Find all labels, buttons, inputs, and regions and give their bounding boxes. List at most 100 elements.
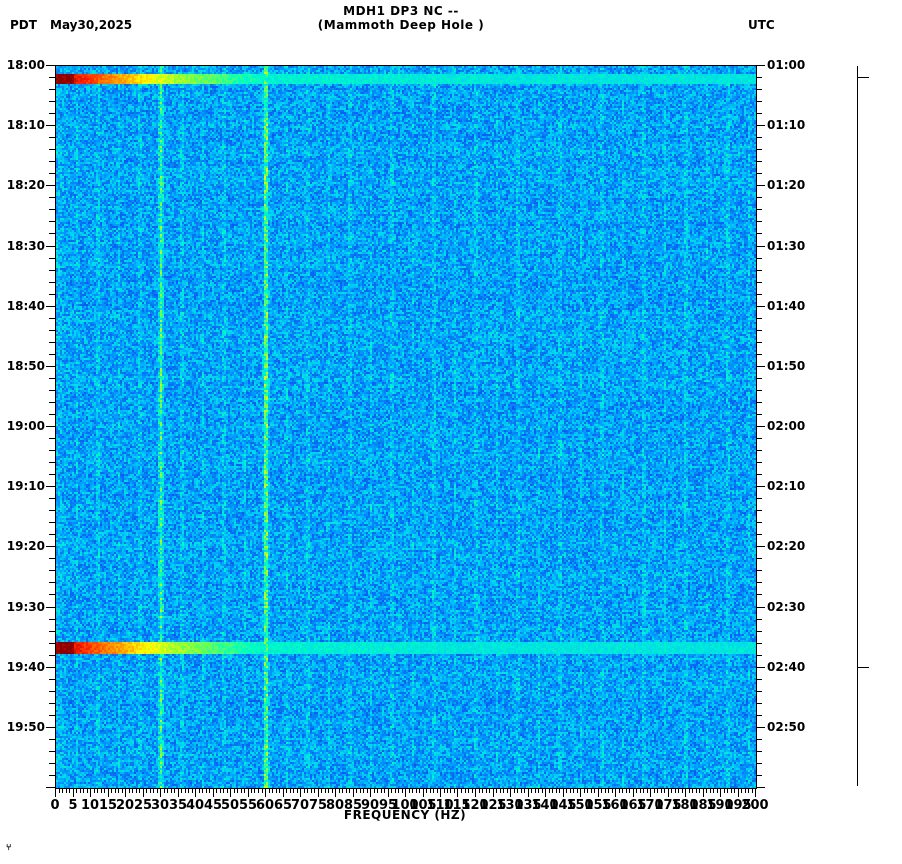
frequency-axis-tick xyxy=(248,788,249,797)
frequency-axis-tick xyxy=(360,788,361,793)
frequency-axis-tick xyxy=(353,788,354,797)
right-axis-tick xyxy=(756,258,762,259)
frequency-axis-tick-label: 5 xyxy=(68,798,78,813)
left-axis-tick xyxy=(49,149,55,150)
frequency-axis-tick-label: 75 xyxy=(308,798,328,813)
right-axis-tick xyxy=(756,149,762,150)
left-axis-tick xyxy=(49,570,55,571)
frequency-axis-tick xyxy=(706,788,707,793)
frequency-axis-tick xyxy=(615,788,616,797)
right-axis-tick xyxy=(756,763,762,764)
frequency-axis-tick xyxy=(237,788,238,793)
event-marker-scale xyxy=(857,66,858,786)
frequency-axis-tick xyxy=(122,788,123,793)
frequency-axis-tick xyxy=(552,788,553,793)
left-axis-tick xyxy=(49,498,55,499)
frequency-axis-tick xyxy=(664,788,665,793)
right-axis-tick xyxy=(756,450,762,451)
corner-glyph-icon: ⑂ xyxy=(6,843,12,853)
left-axis-tick xyxy=(49,582,55,583)
frequency-axis-tick xyxy=(682,788,683,793)
frequency-axis-tick xyxy=(174,788,175,793)
frequency-axis-tick-label: 165 xyxy=(619,798,647,813)
frequency-axis-tick xyxy=(433,788,434,793)
right-axis-tick xyxy=(756,390,762,391)
frequency-axis-tick xyxy=(430,788,431,793)
left-axis-tick xyxy=(49,161,55,162)
left-axis-tick xyxy=(49,558,55,559)
frequency-axis-tick xyxy=(731,788,732,793)
frequency-axis-tick xyxy=(559,788,560,793)
frequency-axis-tick-label: 110 xyxy=(426,798,454,813)
frequency-axis-tick xyxy=(524,788,525,793)
frequency-axis-tick xyxy=(514,788,515,793)
frequency-axis-tick xyxy=(594,788,595,793)
frequency-axis-tick xyxy=(59,788,60,793)
left-axis-tick xyxy=(49,691,55,692)
frequency-axis-tick xyxy=(209,788,210,793)
right-axis-tick xyxy=(756,643,762,644)
frequency-axis-tick xyxy=(720,788,721,797)
left-axis-tick xyxy=(49,703,55,704)
frequency-axis-tick xyxy=(66,788,67,793)
frequency-axis-tick xyxy=(388,788,389,797)
frequency-axis-tick xyxy=(251,788,252,793)
frequency-axis-tick xyxy=(279,788,280,793)
frequency-axis-tick xyxy=(272,788,273,793)
frequency-axis-tick-label: 105 xyxy=(409,798,437,813)
right-axis-tick xyxy=(756,197,762,198)
frequency-axis-tick xyxy=(622,788,623,793)
frequency-axis-tick xyxy=(356,788,357,793)
right-axis-tick xyxy=(756,510,762,511)
left-axis-tick-label: 18:20 xyxy=(6,178,45,192)
frequency-axis-tick xyxy=(626,788,627,793)
right-axis-tick-label: 01:50 xyxy=(767,359,806,373)
right-axis-tick xyxy=(756,546,765,547)
right-axis-tick xyxy=(756,462,762,463)
frequency-axis-tick xyxy=(223,788,224,793)
frequency-axis-tick xyxy=(640,788,641,793)
left-axis-tick-label: 19:30 xyxy=(6,600,45,614)
frequency-axis-tick xyxy=(55,788,56,797)
left-axis-tick-label: 19:40 xyxy=(6,660,45,674)
frequency-axis-tick xyxy=(724,788,725,793)
left-axis-tick xyxy=(49,619,55,620)
right-axis-tick xyxy=(756,354,762,355)
left-axis-tick xyxy=(49,282,55,283)
frequency-axis-tick xyxy=(391,788,392,793)
frequency-axis-tick xyxy=(297,788,298,793)
right-axis-tick xyxy=(756,101,762,102)
frequency-axis-tick-label: 55 xyxy=(238,798,258,813)
right-axis-tick-label: 02:50 xyxy=(767,720,806,734)
left-axis-tick xyxy=(49,197,55,198)
frequency-axis-tick xyxy=(755,788,756,797)
frequency-axis-tick-label: 115 xyxy=(443,798,471,813)
frequency-axis-tick xyxy=(328,788,329,793)
right-axis-tick xyxy=(756,667,765,668)
frequency-axis-tick-label: 90 xyxy=(360,798,380,813)
frequency-axis-tick-label: 130 xyxy=(496,798,524,813)
frequency-axis-tick-label: 0 xyxy=(50,798,60,813)
frequency-axis-tick xyxy=(90,788,91,797)
frequency-axis-tick xyxy=(752,788,753,793)
frequency-axis-tick xyxy=(276,788,277,793)
left-axis-tick xyxy=(49,342,55,343)
frequency-axis-tick xyxy=(447,788,448,793)
frequency-axis-tick xyxy=(195,788,196,797)
left-axis-tick xyxy=(49,474,55,475)
frequency-axis-tick-label: 120 xyxy=(461,798,489,813)
frequency-axis-tick xyxy=(412,788,413,793)
frequency-axis-tick xyxy=(549,788,550,793)
frequency-axis-tick-label: 125 xyxy=(479,798,507,813)
spectrogram-plot xyxy=(55,65,757,789)
frequency-axis-tick xyxy=(454,788,455,793)
right-axis-tick xyxy=(756,402,762,403)
frequency-axis-tick xyxy=(661,788,662,793)
frequency-axis-tick-label: 65 xyxy=(273,798,293,813)
right-axis-tick xyxy=(756,426,765,427)
frequency-axis-tick xyxy=(612,788,613,793)
right-axis-tick xyxy=(756,570,762,571)
right-axis-tick xyxy=(756,751,762,752)
right-axis-tick xyxy=(756,161,762,162)
frequency-axis-tick xyxy=(598,788,599,797)
